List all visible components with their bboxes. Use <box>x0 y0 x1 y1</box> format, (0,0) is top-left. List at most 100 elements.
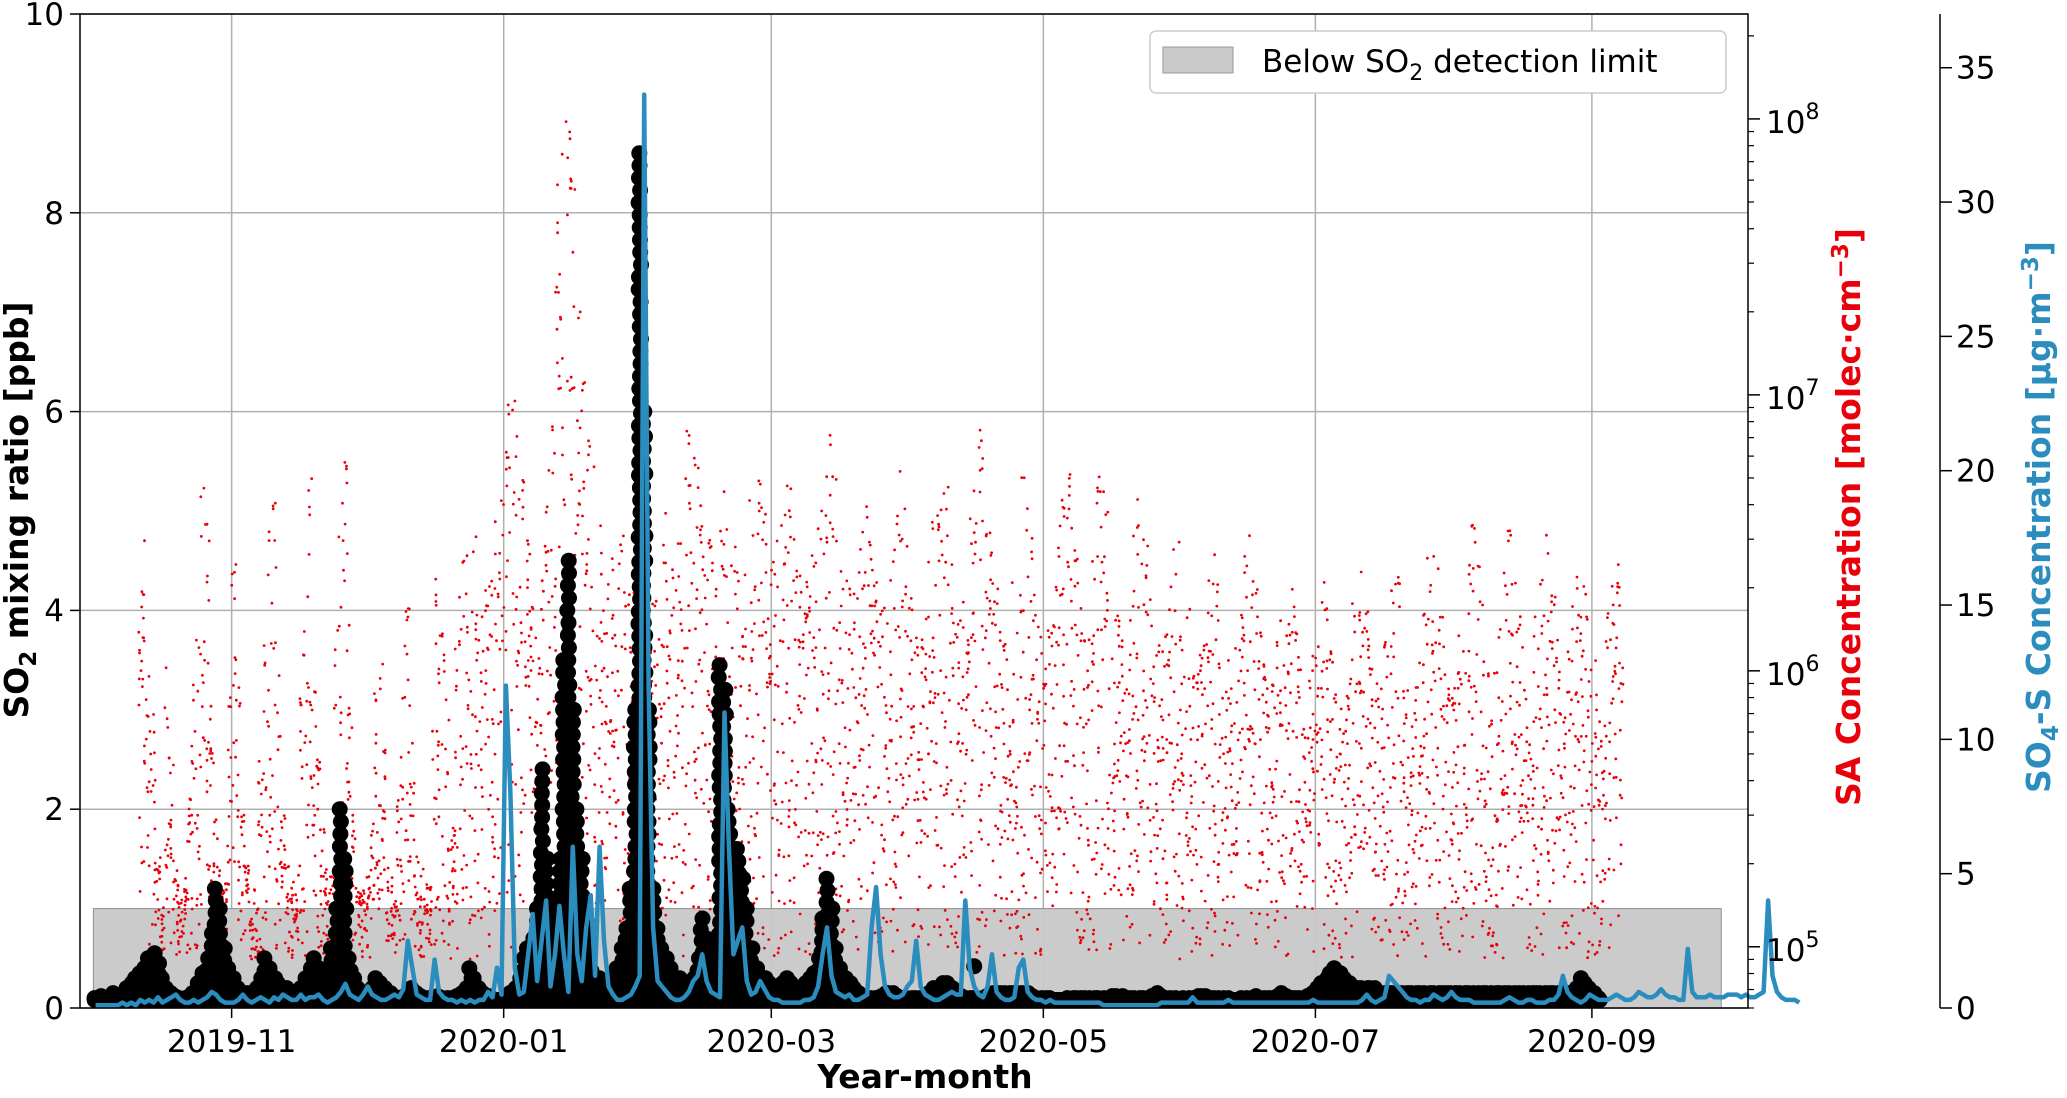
sa-point <box>520 776 523 779</box>
sa-point <box>858 693 861 696</box>
sa-point <box>1217 863 1220 866</box>
sa-point <box>1211 785 1214 788</box>
sa-point <box>783 902 786 905</box>
sa-point <box>1537 894 1540 897</box>
sa-point <box>1330 885 1333 888</box>
sa-point <box>1402 697 1405 700</box>
sa-point <box>586 469 589 472</box>
sa-point <box>407 679 410 682</box>
sa-point <box>304 735 307 738</box>
sa-point <box>734 593 737 596</box>
sa-point <box>762 521 765 524</box>
sa-point <box>414 945 417 948</box>
sa-point <box>750 601 753 604</box>
sa-point <box>230 800 233 803</box>
sa-point <box>982 751 985 754</box>
sa-point <box>321 850 324 853</box>
sa-point <box>227 883 230 886</box>
sa-point <box>1217 880 1220 883</box>
sa-point <box>598 747 601 750</box>
sa-point <box>484 743 487 746</box>
sa-point <box>260 814 263 817</box>
sa-point <box>368 875 371 878</box>
sa-point <box>1444 673 1447 676</box>
sa-point <box>493 688 496 691</box>
sa-point <box>674 755 677 758</box>
sa-point <box>1091 680 1094 683</box>
sa-point <box>313 824 316 827</box>
sa-point <box>1168 713 1171 716</box>
sa-point <box>960 891 963 894</box>
sa-point <box>763 947 766 950</box>
sa-point <box>570 478 573 481</box>
sa-point <box>926 727 929 730</box>
sa-point <box>585 569 588 572</box>
sa-point <box>658 778 661 781</box>
sa-point <box>448 910 451 913</box>
sa-point <box>1609 638 1612 641</box>
sa-point <box>1565 921 1568 924</box>
sa-point <box>1419 830 1422 833</box>
sa-point <box>283 844 286 847</box>
sa-point <box>1137 719 1140 722</box>
sa-point <box>291 949 294 952</box>
sa-point <box>269 796 272 799</box>
sa-point <box>596 635 599 638</box>
sa-point <box>556 221 559 224</box>
sa-point <box>507 404 510 407</box>
sa-point <box>990 554 993 557</box>
sa-point <box>1290 801 1293 804</box>
sa-point <box>1197 814 1200 817</box>
sa-point <box>667 765 670 768</box>
sa-point <box>1458 849 1461 852</box>
sa-point <box>700 541 703 544</box>
sa-point <box>1276 910 1279 913</box>
sa-point <box>306 595 309 598</box>
sa-point <box>573 386 576 389</box>
sa-point <box>345 465 348 468</box>
sa-point <box>1173 780 1176 783</box>
sa-point <box>1432 759 1435 762</box>
sa-point <box>694 464 697 467</box>
sa-point <box>532 607 535 610</box>
sa-point <box>1076 582 1079 585</box>
sa-point <box>201 674 204 677</box>
sa-point <box>1521 646 1524 649</box>
sa-point <box>1348 876 1351 879</box>
sa-point <box>446 771 449 774</box>
sa-point <box>704 597 707 600</box>
sa-point <box>390 907 393 910</box>
sa-point <box>233 860 236 863</box>
sa-point <box>320 944 323 947</box>
sa-point <box>1114 619 1117 622</box>
sa-point <box>608 796 611 799</box>
sa-point <box>1461 935 1464 938</box>
sa-point <box>747 825 750 828</box>
sa-point <box>1444 907 1447 910</box>
sa-point <box>1062 633 1065 636</box>
sa-point <box>1321 788 1324 791</box>
sa-point <box>1484 800 1487 803</box>
sa-point <box>458 643 461 646</box>
sa-point <box>451 846 454 849</box>
sa-point <box>200 903 203 906</box>
sa-point <box>1091 660 1094 663</box>
sa-point <box>237 879 240 882</box>
sa-point <box>1475 843 1478 846</box>
sa-point <box>663 856 666 859</box>
sa-point <box>1410 771 1413 774</box>
sa-point <box>1601 900 1604 903</box>
sa-point <box>534 637 537 640</box>
sa-point <box>600 621 603 624</box>
sa-point <box>138 816 141 819</box>
sa-point <box>954 863 957 866</box>
sa-point <box>601 723 604 726</box>
sa-point <box>1451 843 1454 846</box>
sa-point <box>1601 808 1604 811</box>
sa-point <box>475 753 478 756</box>
sa-point <box>1022 651 1025 654</box>
sa-point <box>517 854 520 857</box>
sa-point <box>138 704 141 707</box>
sa-point <box>1109 947 1112 950</box>
sa-point <box>753 827 756 830</box>
